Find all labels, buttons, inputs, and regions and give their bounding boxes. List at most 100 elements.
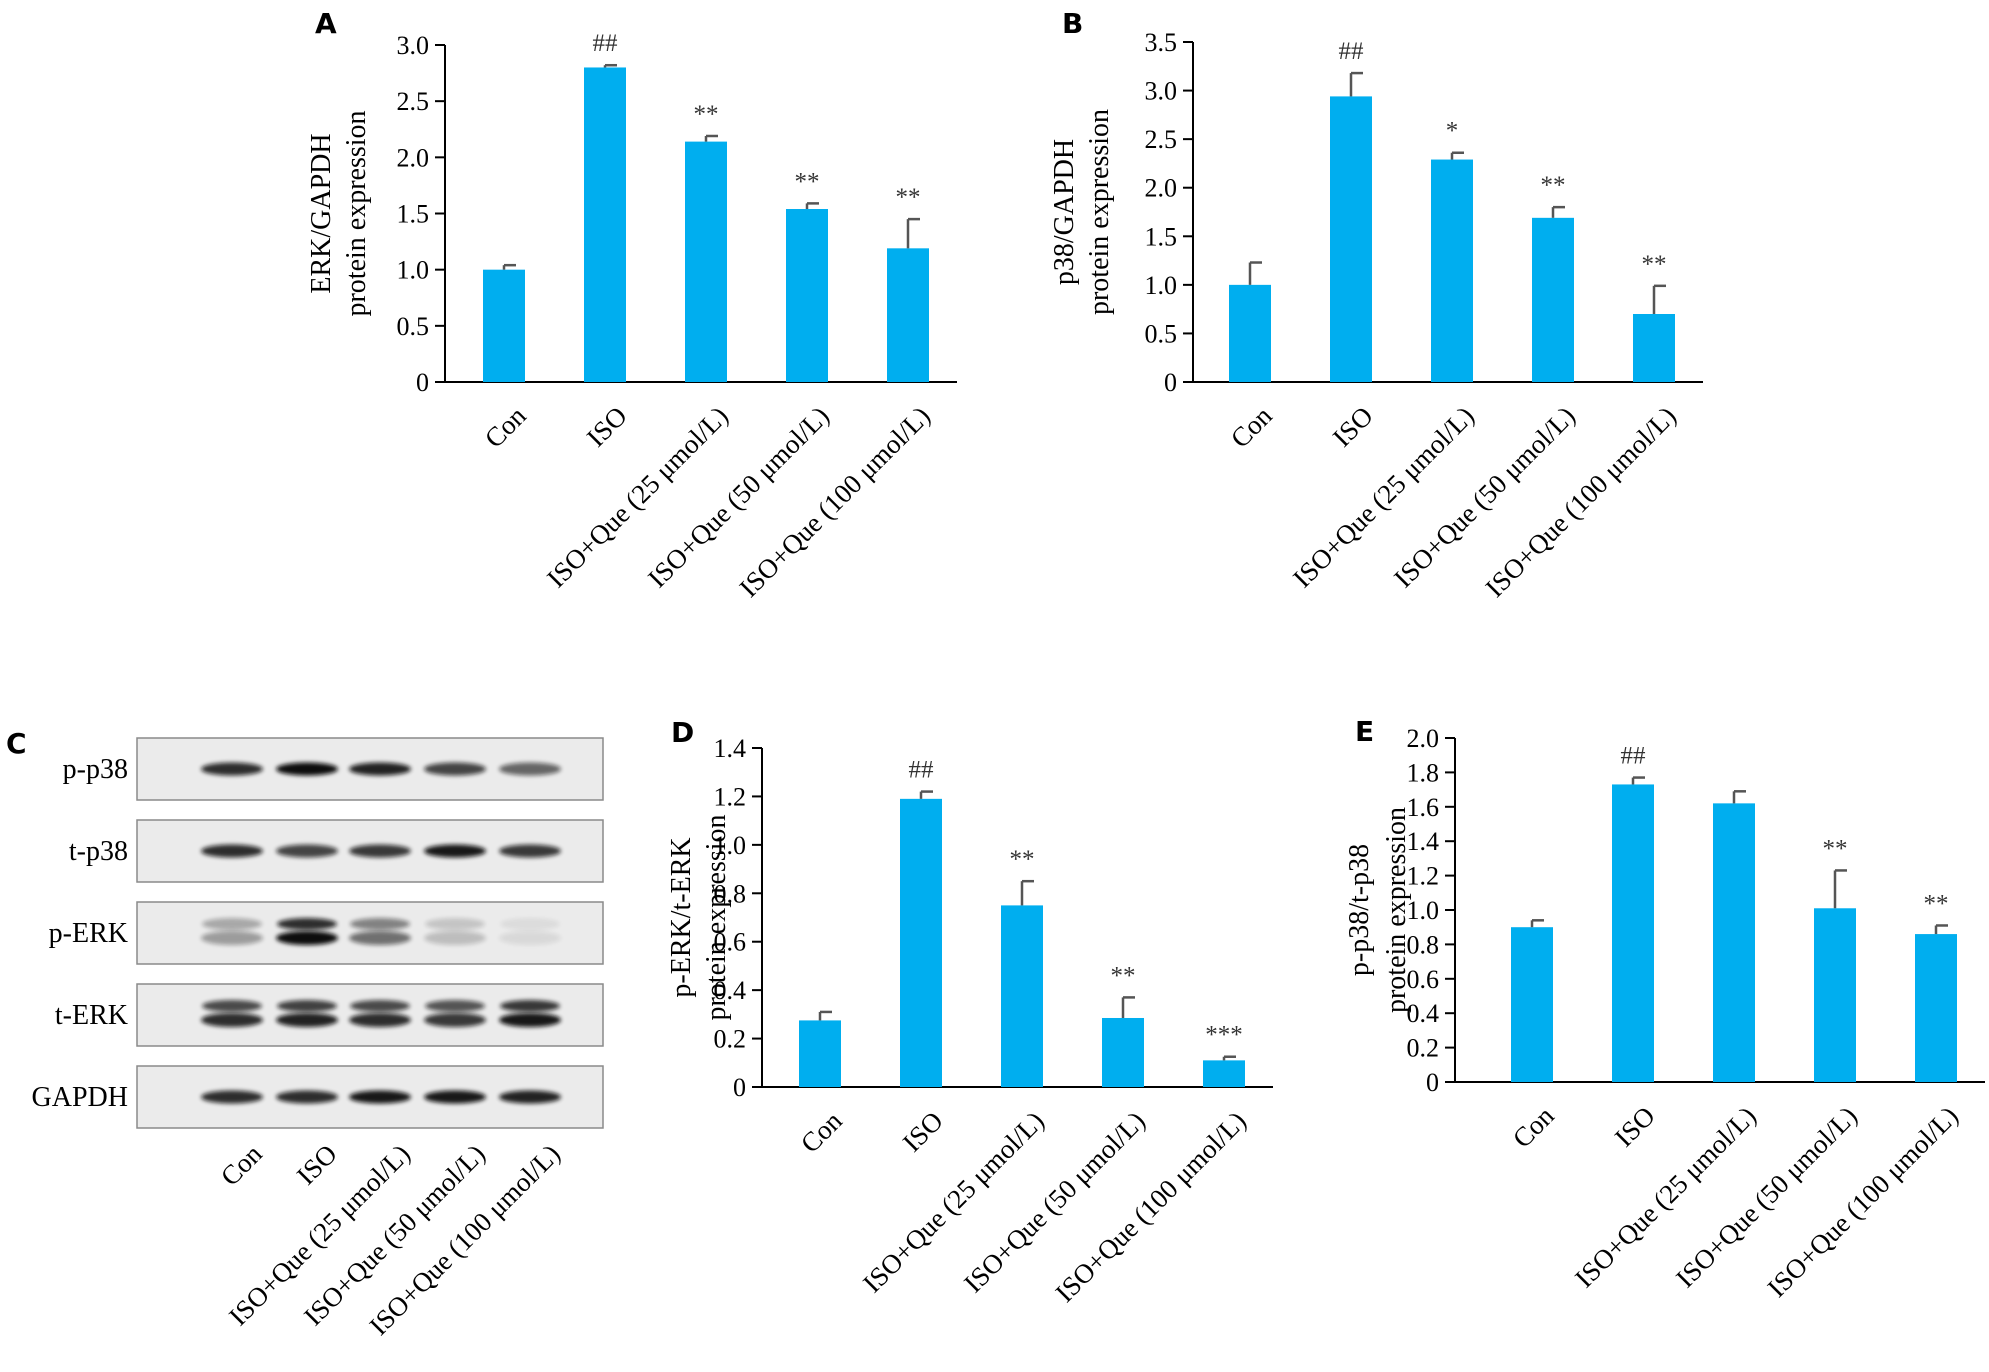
blot-band bbox=[424, 1013, 486, 1027]
y-axis-title: p-ERK/t-ERK bbox=[666, 837, 697, 997]
y-tick-label: 2.5 bbox=[397, 87, 430, 116]
category-label: ISO+Que (50 μmol/L) bbox=[642, 401, 835, 594]
blot-band bbox=[424, 762, 486, 776]
bar bbox=[1102, 1017, 1144, 1087]
y-tick-label: 1.0 bbox=[1145, 271, 1178, 300]
y-tick-label: 3.5 bbox=[1145, 28, 1178, 57]
bar bbox=[1814, 908, 1856, 1082]
blot-band bbox=[499, 1090, 561, 1104]
y-tick-label: 1.0 bbox=[1407, 896, 1440, 925]
y-tick-label: 1.4 bbox=[1407, 827, 1440, 856]
blot-band bbox=[201, 931, 263, 945]
blot-band bbox=[201, 1090, 263, 1104]
bar bbox=[1532, 217, 1574, 382]
blot-band bbox=[201, 762, 263, 776]
chart-erk-gapdh: A 0 0.5 1.0 1.5 2.0 2.5 3.0 ERK/GAPDH protein exp… bbox=[306, 7, 957, 603]
blot-band bbox=[349, 1013, 411, 1027]
blot-band bbox=[350, 1000, 410, 1012]
bar bbox=[1511, 927, 1553, 1082]
y-axis-title: p-p38/t-p38 bbox=[1344, 844, 1375, 976]
significance-label: * bbox=[1446, 118, 1459, 145]
panel-letter: C bbox=[6, 727, 27, 760]
chart-perk-terk: D 0 0.2 0.4 0.6 0.8 1.0 1.2 1.4 p-ERK/t-ERK protei… bbox=[666, 716, 1273, 1308]
blot-band bbox=[424, 931, 486, 945]
bar bbox=[799, 1020, 841, 1087]
y-tick-label: 0.2 bbox=[1407, 1034, 1440, 1063]
significance-label: *** bbox=[1205, 1022, 1243, 1049]
significance-label: ** bbox=[1541, 172, 1566, 199]
y-tick-label: 1.4 bbox=[714, 734, 747, 763]
category-label: Con bbox=[479, 400, 532, 453]
bar bbox=[1001, 905, 1043, 1087]
y-axis-title: protein expression bbox=[341, 110, 372, 316]
bar bbox=[1203, 1060, 1245, 1087]
y-tick-label: 0.5 bbox=[397, 312, 430, 341]
y-tick-label: 1.8 bbox=[1407, 758, 1440, 787]
blot-row-label: p-ERK bbox=[49, 918, 128, 949]
y-tick-label: 0.6 bbox=[714, 928, 747, 957]
blot-band bbox=[202, 1000, 262, 1012]
blot-row-label: GAPDH bbox=[32, 1082, 128, 1113]
blot-band bbox=[350, 918, 410, 930]
blot-lane-label: ISO bbox=[291, 1139, 343, 1191]
y-tick-label: 0.8 bbox=[714, 879, 747, 908]
category-label: ISO+Que (25 μmol/L) bbox=[857, 1106, 1050, 1299]
y-axis-title: protein expression bbox=[1084, 109, 1115, 315]
significance-label: ## bbox=[909, 757, 935, 784]
bar bbox=[786, 209, 828, 382]
category-label: ISO bbox=[897, 1106, 949, 1158]
blot-band bbox=[500, 918, 560, 930]
panel-letter: E bbox=[1355, 715, 1374, 748]
y-tick-label: 3.0 bbox=[1145, 77, 1178, 106]
y-tick-label: 1.2 bbox=[1407, 862, 1440, 891]
blot-band bbox=[202, 918, 262, 930]
blot-band bbox=[425, 918, 485, 930]
significance-label: ** bbox=[896, 184, 921, 211]
bar bbox=[1612, 784, 1654, 1082]
category-label: ISO bbox=[1327, 401, 1379, 453]
chart-p38-gapdh: B 0 0.5 1.0 1.5 2.0 2.5 3.0 3.5 p38/GAPDH protein … bbox=[1049, 7, 1703, 603]
blot-band bbox=[276, 762, 338, 776]
y-tick-label: 0.2 bbox=[714, 1025, 747, 1054]
significance-label: ** bbox=[1924, 890, 1949, 917]
bar bbox=[1713, 803, 1755, 1082]
blot-row-label: p-p38 bbox=[63, 754, 128, 785]
y-axis-title: protein expression bbox=[701, 814, 732, 1020]
y-tick-label: 0.8 bbox=[1407, 930, 1440, 959]
y-tick-label: 1.2 bbox=[714, 782, 747, 811]
category-label: Con bbox=[795, 1105, 848, 1158]
y-tick-label: 2.5 bbox=[1145, 125, 1178, 154]
y-tick-label: 2.0 bbox=[1407, 724, 1440, 753]
blot-band bbox=[277, 1000, 337, 1012]
significance-label: ** bbox=[1111, 962, 1136, 989]
blot-band bbox=[499, 762, 561, 776]
y-tick-label: 0.4 bbox=[714, 976, 747, 1005]
y-tick-label: 1.6 bbox=[1407, 793, 1440, 822]
y-tick-label: 3.0 bbox=[397, 31, 430, 60]
blot-band bbox=[500, 1000, 560, 1012]
y-tick-label: 2.0 bbox=[397, 143, 430, 172]
category-label: ISO+Que (25 μmol/L) bbox=[541, 401, 734, 594]
category-label: ISO+Que (100 μmol/L) bbox=[1049, 1106, 1251, 1308]
significance-label: ** bbox=[1010, 846, 1035, 873]
blot-band bbox=[424, 844, 486, 858]
y-axis-title: protein expression bbox=[1381, 807, 1412, 1013]
bar bbox=[685, 141, 727, 382]
y-tick-label: 0.6 bbox=[1407, 965, 1440, 994]
bar bbox=[1330, 96, 1372, 383]
y-axis-title: p38/GAPDH bbox=[1049, 139, 1080, 285]
blot-band bbox=[349, 844, 411, 858]
bar bbox=[483, 269, 525, 382]
bar bbox=[1915, 934, 1957, 1082]
blot-band bbox=[349, 931, 411, 945]
blot-band bbox=[276, 844, 338, 858]
category-label: Con bbox=[1225, 400, 1278, 453]
category-label: Con bbox=[1507, 1100, 1560, 1153]
y-tick-label: 1.5 bbox=[397, 200, 430, 229]
significance-label: ## bbox=[1339, 38, 1365, 65]
category-label: ISO+Que (25 μmol/L) bbox=[1287, 401, 1480, 594]
category-label: ISO+Que (25 μmol/L) bbox=[1569, 1101, 1762, 1294]
chart-pp38-tp38: E 0 0.2 0.4 0.6 0.8 1.0 1.2 1.4 1.6 1.8 2.0 p-p38/t-… bbox=[1344, 715, 1985, 1303]
panel-letter: D bbox=[671, 716, 694, 749]
